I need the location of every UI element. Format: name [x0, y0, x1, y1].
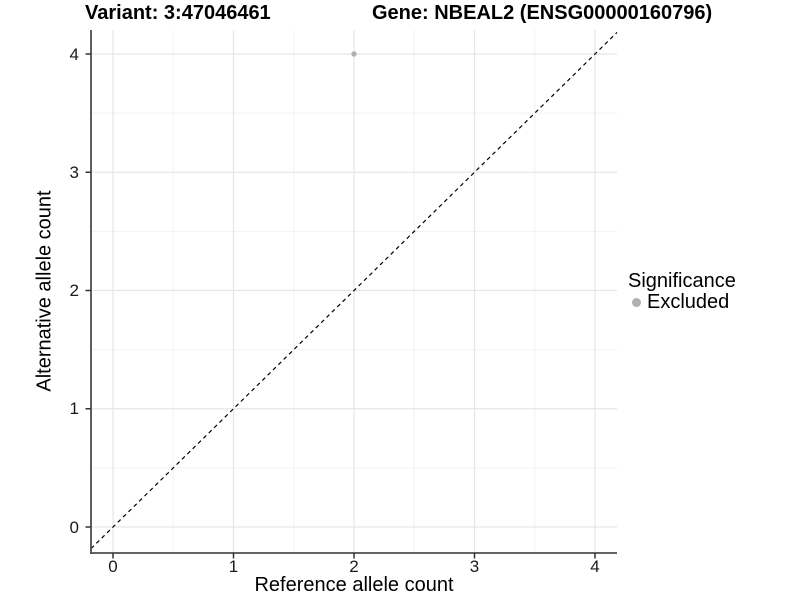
legend-marker-circle-icon — [632, 298, 641, 307]
x-axis-title: Reference allele count — [254, 574, 454, 596]
legend-entry-label: Excluded — [647, 291, 730, 313]
x-tick-label: 1 — [228, 557, 239, 576]
y-tick-label: 0 — [69, 517, 79, 537]
x-tick-label: 2 — [349, 557, 359, 576]
x-tick-label: 0 — [108, 557, 118, 576]
plot-title-gene: Gene: NBEAL2 (ENSG00000160796) — [372, 2, 713, 24]
x-tick-label: 3 — [469, 557, 480, 576]
y-tick-label: 3 — [69, 162, 79, 182]
y-tick-label: 1 — [69, 399, 79, 419]
legend-title: Significance — [628, 270, 736, 292]
legend-entry-excluded: Excluded — [628, 292, 736, 313]
x-tick-label: 4 — [590, 557, 600, 576]
identity-line — [90, 31, 618, 550]
y-tick-label: 4 — [69, 44, 79, 64]
plot-title-variant: Variant: 3:47046461 — [85, 2, 271, 24]
data-point-excluded — [351, 51, 357, 57]
legend: Significance Excluded — [628, 270, 736, 313]
y-tick-label: 2 — [69, 281, 79, 300]
